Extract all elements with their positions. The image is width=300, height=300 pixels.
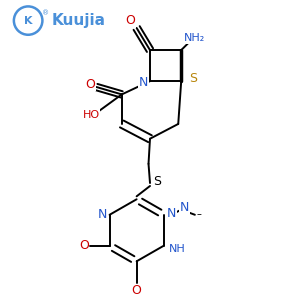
- Text: O: O: [79, 239, 89, 252]
- Text: HO: HO: [82, 110, 100, 120]
- Text: N: N: [98, 208, 107, 221]
- Text: N: N: [180, 202, 189, 214]
- Text: NH₂: NH₂: [184, 33, 205, 43]
- Text: O: O: [132, 284, 142, 297]
- Text: Kuujia: Kuujia: [52, 13, 106, 28]
- Text: ®: ®: [42, 11, 49, 17]
- Text: S: S: [189, 72, 197, 85]
- Text: NH: NH: [169, 244, 185, 254]
- Text: O: O: [85, 78, 95, 91]
- Text: K: K: [24, 16, 32, 26]
- Text: N: N: [139, 76, 148, 89]
- Text: N: N: [167, 207, 176, 220]
- Text: O: O: [126, 14, 136, 27]
- Text: S: S: [153, 175, 161, 188]
- Text: –: –: [197, 209, 202, 219]
